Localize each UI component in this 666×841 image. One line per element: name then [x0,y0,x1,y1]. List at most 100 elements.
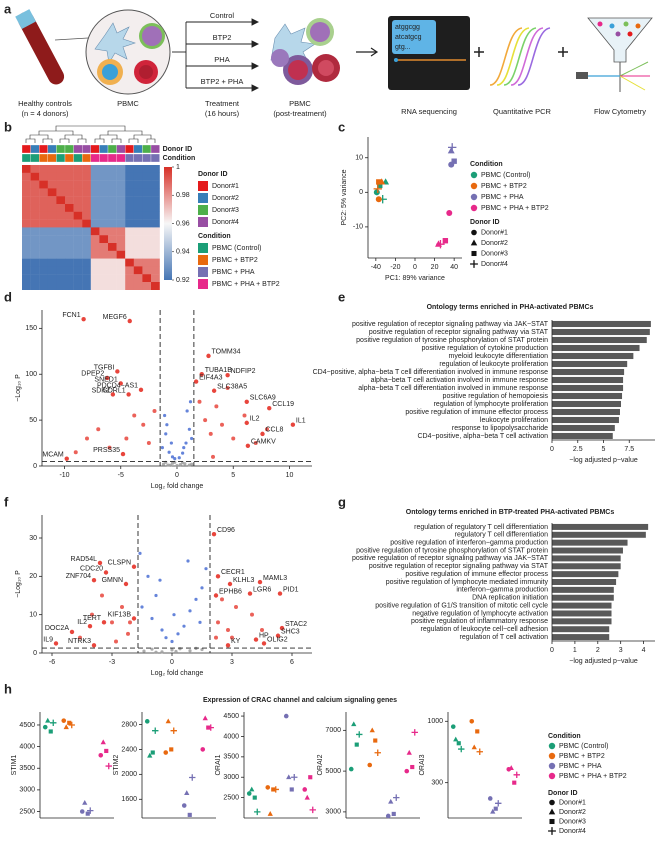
y-tick-label: 2800 [121,721,137,728]
point [91,643,97,648]
point [385,813,391,819]
heatmap-cell [99,196,109,205]
point [126,392,131,397]
point [189,774,196,781]
point [458,745,465,753]
point [471,744,477,750]
heatmap-cell [108,172,117,181]
heatmap-cell [116,204,126,212]
gene-label: CLSPN [108,560,131,567]
y-tick-label: 2500 [223,794,239,801]
point [170,455,175,459]
point [290,422,296,427]
heatmap-cell [125,258,134,267]
bar [552,531,646,538]
heatmap-cell [56,204,66,212]
point [131,564,137,569]
point [442,238,449,244]
gene-label: KY [231,638,241,645]
heatmap-cell [108,282,117,290]
heatmap-cell [99,188,109,197]
heatmap-cell [56,172,66,181]
point [487,796,493,801]
y-tick-label: 50 [29,417,37,424]
heatmap-cell [47,172,57,181]
chart-title: Expression of CRAC channel and calcium s… [203,697,397,704]
heatmap-cell [116,243,126,251]
y-axis-label: −Log₁₀ P [15,374,22,402]
legend-label: Donor#3 [481,250,508,257]
point [63,724,69,730]
heatmap-cell [133,227,143,236]
qpcr-curves [496,27,530,86]
legend-swatch [470,182,478,190]
treatment-arrows [251,84,260,92]
heatmap-cell [133,188,143,197]
heatmap-cell [22,211,31,220]
point [87,623,93,629]
point [225,643,231,648]
point [160,446,164,450]
point [181,803,187,808]
point [170,639,174,644]
colorbar-label: 1 [176,164,180,171]
legend-title: Condition [470,161,503,168]
annotation-cell [133,153,143,163]
annotation-cell [125,153,134,163]
heatmap-cell [90,258,100,267]
point [211,388,217,393]
legend-label: Donor#3 [559,818,586,825]
treatment-arrows [172,18,260,92]
heatmap-cell [151,235,160,244]
heatmap-cell [108,165,117,173]
heatmap-cell [90,266,100,275]
heatmap-cell [56,282,66,290]
heatmap-cell [125,180,134,189]
heatmap-cell [65,188,74,197]
heatmap-cell [125,282,134,290]
annotation-cell [107,144,117,154]
heatmap-cell [82,219,91,228]
annotation-cell [64,144,74,154]
point [188,609,192,613]
heatmap-cell [142,227,152,236]
heatmap-cell [90,188,100,197]
heatmap-cell [30,282,40,290]
heatmap-cell [116,196,126,205]
legend-label: PBMC (Control) [559,743,608,750]
heatmap-cell [73,282,83,290]
point [90,612,94,617]
heatmap-cell [142,243,152,251]
point [114,639,118,644]
y-tick-label: 2500 [19,808,35,815]
heatmap-cell [39,188,48,197]
heatmap-cell [125,204,134,212]
post-treatment-cells [318,60,334,76]
y-tick-label: 150 [25,325,37,332]
y-tick-label: 3000 [19,787,35,794]
heatmap-cell [151,227,160,236]
label: (16 hours) [205,109,240,118]
point [126,631,130,636]
category-label: leukocyte proliferation [480,417,548,424]
point [120,451,126,457]
y-tick-label: 3500 [223,754,239,761]
legend-swatch [548,752,556,760]
point [377,182,383,189]
heatmap-cell [30,235,40,244]
heatmap-cell [133,235,143,244]
y-tick-label: 300 [431,780,443,787]
treatment: Control [210,11,235,20]
heatmap-cell [39,266,48,275]
point [267,811,273,816]
point [194,597,198,601]
treatment-arrows [251,40,260,48]
point [182,624,186,628]
legend-label: Donor#2 [212,195,239,202]
legend-swatch [470,171,478,179]
treatment-arrows [251,18,260,26]
heatmap-cell [22,235,31,244]
gene-label: IL2 [250,416,260,423]
heatmap-cell [30,258,40,267]
point [170,648,174,652]
